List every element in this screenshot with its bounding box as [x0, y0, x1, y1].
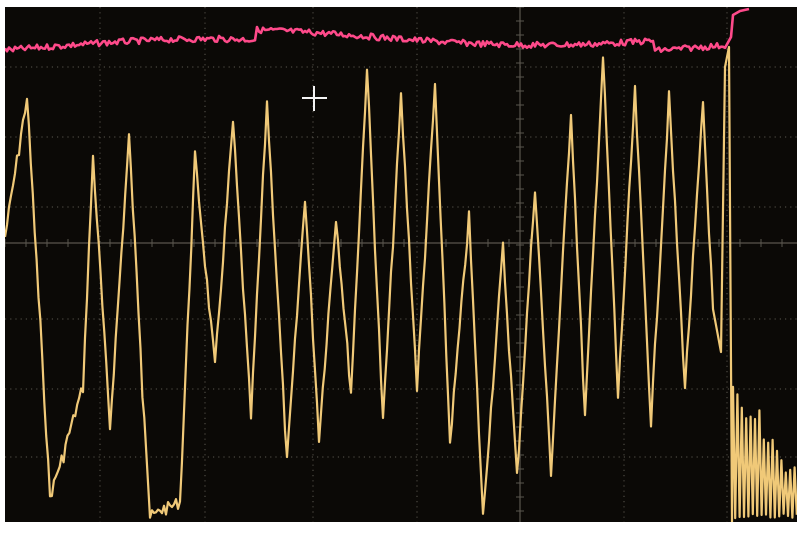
oscilloscope-screen — [5, 7, 797, 522]
status-strip — [0, 522, 799, 540]
crosshair-cursor-icon — [302, 86, 327, 111]
channel-2-trace — [5, 7, 750, 54]
scope-display — [5, 7, 797, 522]
graticule — [5, 7, 797, 522]
channel-1-trace — [5, 45, 797, 522]
